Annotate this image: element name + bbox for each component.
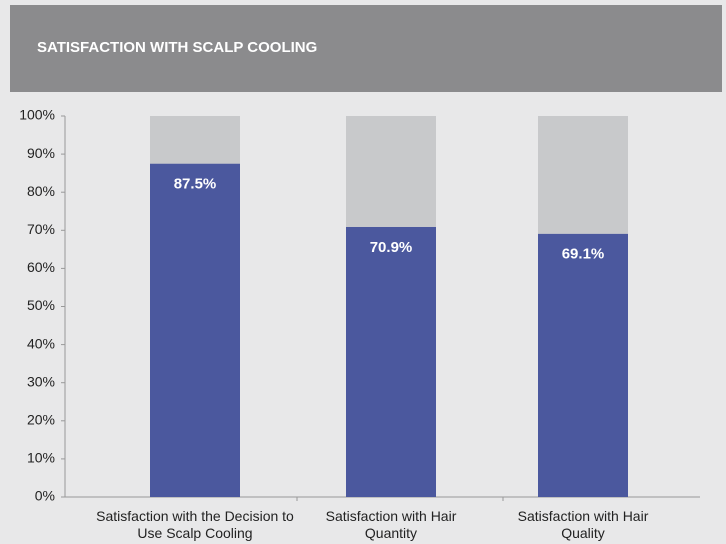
bar-segment — [538, 233, 628, 497]
y-tick-label: 0% — [35, 488, 55, 504]
y-tick-label: 30% — [27, 373, 55, 389]
data-label: 69.1% — [562, 246, 605, 263]
header — [10, 5, 722, 92]
y-tick-label: 50% — [27, 297, 55, 313]
bar-segment — [538, 116, 628, 234]
x-tick-label: Satisfaction with Hair Quality — [517, 508, 649, 541]
data-label: 70.9% — [370, 239, 413, 256]
chart-title: SATISFACTION WITH SCALP COOLING — [37, 39, 317, 56]
bar-segment — [150, 163, 240, 497]
y-tick-label: 90% — [27, 145, 55, 161]
y-tick-label: 100% — [19, 107, 55, 123]
bar-segment — [346, 116, 436, 227]
bar-segment — [150, 116, 240, 164]
bar-segment — [346, 226, 436, 497]
y-tick-label: 80% — [27, 183, 55, 199]
y-tick-label: 10% — [27, 450, 55, 466]
data-label: 87.5% — [174, 176, 217, 193]
y-tick-label: 20% — [27, 412, 55, 428]
y-tick-label: 60% — [27, 259, 55, 275]
y-tick-label: 40% — [27, 335, 55, 351]
y-tick-label: 70% — [27, 221, 55, 237]
x-tick-label: Satisfaction with the Decision to Use Sc… — [96, 508, 294, 541]
x-tick-label: Satisfaction with Hair Quantity — [325, 508, 457, 541]
